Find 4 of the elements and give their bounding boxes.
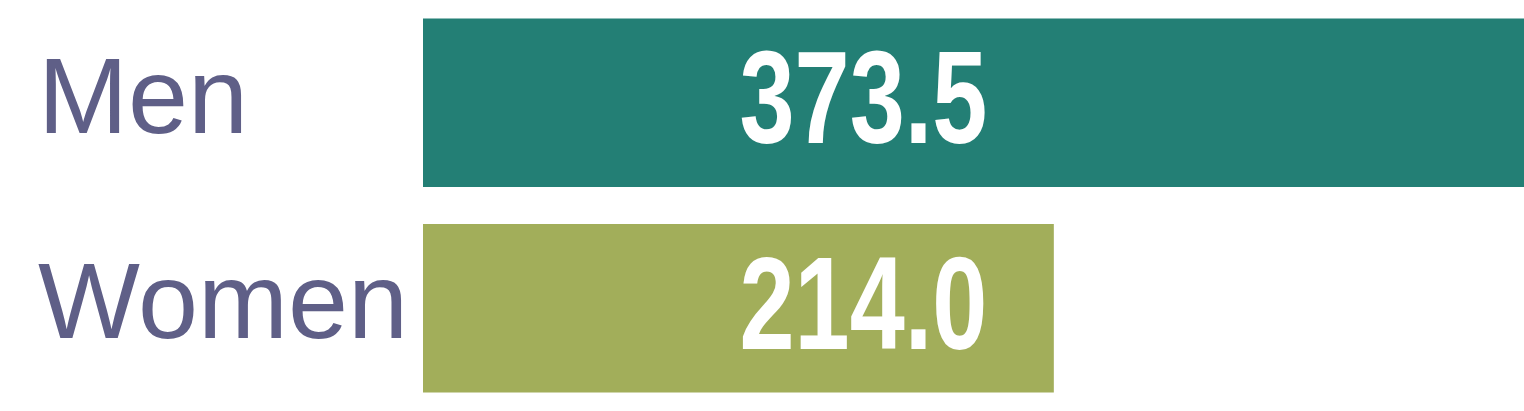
data-label: 214.0: [739, 228, 988, 377]
y-tick-label: Men: [38, 34, 249, 156]
y-tick-label: Women: [38, 240, 409, 362]
data-label: 373.5: [739, 23, 988, 172]
